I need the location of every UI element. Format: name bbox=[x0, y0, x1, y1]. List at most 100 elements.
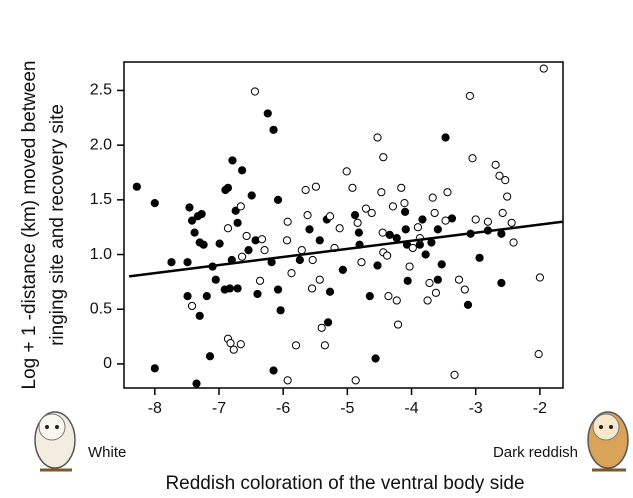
open-point bbox=[226, 339, 235, 348]
filled-point bbox=[195, 311, 204, 320]
open-point bbox=[495, 171, 504, 180]
filled-point bbox=[273, 285, 283, 294]
open-point bbox=[303, 211, 312, 220]
filled-point bbox=[150, 199, 159, 208]
open-point bbox=[237, 252, 247, 261]
filled-point bbox=[247, 191, 256, 200]
filled-point bbox=[211, 275, 220, 284]
filled-point bbox=[269, 366, 278, 375]
filled-point bbox=[244, 246, 253, 255]
open-point bbox=[287, 269, 296, 278]
filled-point bbox=[373, 261, 382, 270]
filled-point bbox=[276, 306, 285, 315]
filled-point bbox=[225, 284, 234, 293]
filled-point bbox=[183, 292, 192, 301]
x-tick-label: -6 bbox=[276, 400, 290, 417]
filled-point bbox=[215, 239, 224, 248]
filled-point bbox=[385, 230, 394, 239]
open-point bbox=[311, 182, 321, 191]
filled-point bbox=[497, 278, 506, 288]
open-point bbox=[351, 376, 360, 385]
open-point bbox=[257, 235, 267, 244]
x-axis-title: Reddish coloration of the ventral body s… bbox=[165, 473, 524, 494]
filled-point bbox=[197, 209, 206, 219]
open-point bbox=[423, 296, 432, 305]
filled-point bbox=[441, 133, 450, 142]
y-tick-label: 2.5 bbox=[90, 82, 112, 99]
left-note: White bbox=[88, 444, 126, 461]
owl-white bbox=[34, 411, 76, 472]
x-tick-label: -3 bbox=[469, 400, 483, 417]
x-tick-label: -8 bbox=[148, 400, 162, 417]
filled-point bbox=[192, 379, 201, 388]
open-point bbox=[384, 292, 393, 301]
filled-point bbox=[315, 236, 324, 245]
filled-point bbox=[202, 292, 211, 301]
trend-line bbox=[128, 220, 563, 278]
open-point bbox=[320, 341, 329, 350]
filled-point bbox=[365, 292, 374, 301]
open-point bbox=[377, 188, 386, 197]
open-point bbox=[260, 246, 269, 255]
open-point bbox=[361, 204, 371, 213]
open-point bbox=[443, 188, 452, 197]
open-point bbox=[342, 167, 351, 176]
y-axis-title: ringing site and recovery site bbox=[47, 104, 68, 346]
plot-frame bbox=[123, 61, 564, 389]
open-point bbox=[468, 154, 477, 163]
filled-point bbox=[185, 203, 194, 212]
filled-point bbox=[418, 215, 427, 224]
open-point bbox=[454, 275, 464, 284]
filled-point bbox=[305, 225, 314, 234]
filled-point bbox=[323, 318, 333, 327]
open-point bbox=[431, 288, 441, 297]
filled-point bbox=[475, 253, 484, 262]
filled-point bbox=[269, 125, 278, 134]
filled-point bbox=[350, 211, 360, 220]
x-tick-label: -2 bbox=[533, 400, 547, 417]
filled-point bbox=[167, 258, 176, 267]
open-point bbox=[353, 218, 362, 227]
open-point bbox=[428, 193, 437, 202]
open-point bbox=[317, 323, 326, 332]
filled-point bbox=[437, 260, 446, 269]
open-point bbox=[400, 199, 409, 208]
open-point bbox=[491, 160, 500, 169]
open-point bbox=[242, 231, 251, 241]
filled-point bbox=[273, 195, 283, 204]
filled-point bbox=[187, 216, 197, 225]
open-point bbox=[507, 218, 516, 227]
filled-point bbox=[401, 207, 410, 216]
open-point bbox=[335, 224, 344, 233]
filled-point bbox=[263, 109, 272, 118]
filled-point bbox=[401, 225, 410, 234]
open-point bbox=[315, 275, 324, 284]
open-point bbox=[373, 133, 382, 142]
open-point bbox=[383, 251, 392, 260]
open-point bbox=[509, 238, 518, 247]
filled-point bbox=[433, 225, 442, 234]
open-point bbox=[223, 224, 233, 233]
filled-point bbox=[228, 156, 237, 165]
open-point bbox=[539, 64, 548, 73]
filled-point bbox=[392, 234, 401, 243]
open-point bbox=[534, 349, 543, 359]
open-point bbox=[379, 153, 388, 162]
filled-point bbox=[463, 300, 473, 309]
open-point bbox=[388, 202, 398, 211]
open-point bbox=[465, 91, 475, 101]
open-point bbox=[378, 228, 387, 237]
open-point bbox=[307, 284, 317, 293]
open-point bbox=[413, 223, 423, 232]
open-point bbox=[301, 185, 310, 195]
open-point bbox=[405, 262, 414, 271]
open-point bbox=[308, 255, 317, 265]
open-point bbox=[408, 243, 417, 253]
open-point bbox=[325, 212, 335, 221]
open-point bbox=[393, 320, 403, 329]
filled-point bbox=[205, 352, 215, 361]
filled-point bbox=[150, 364, 159, 373]
open-point bbox=[425, 278, 434, 288]
open-point bbox=[450, 370, 459, 379]
right-note: Dark reddish bbox=[493, 444, 578, 461]
